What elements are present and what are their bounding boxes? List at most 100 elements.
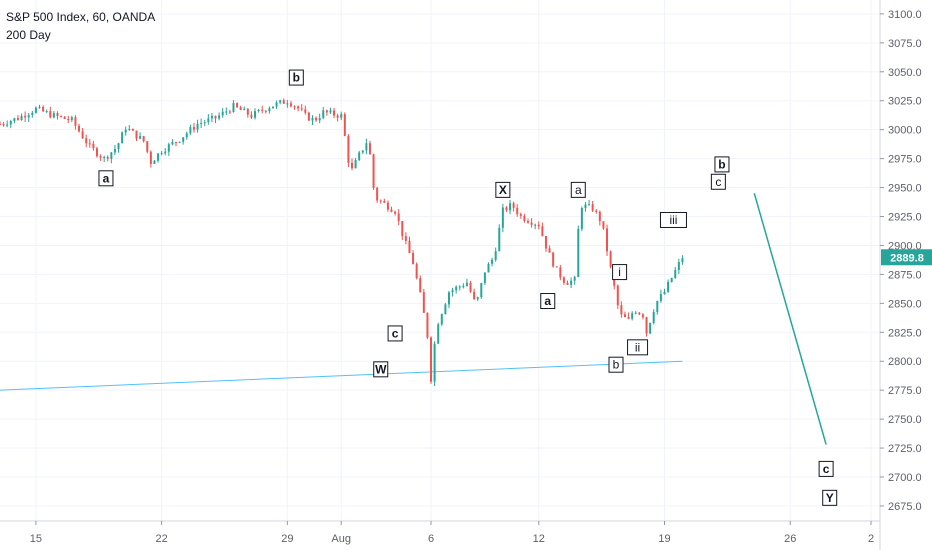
candle — [232, 100, 235, 113]
wave-label[interactable]: b — [608, 356, 624, 373]
candle — [196, 119, 199, 133]
candle — [451, 287, 454, 297]
wave-label[interactable]: c — [387, 325, 403, 342]
wave-label-text: i — [618, 265, 621, 279]
x-axis[interactable]: 15 22 29 Aug 6 12 19 26 2 — [0, 520, 880, 545]
candle-body — [210, 115, 213, 119]
wave-label[interactable]: iii — [659, 211, 687, 228]
candle-body — [171, 142, 174, 145]
candle — [171, 139, 174, 146]
candle-body — [289, 103, 292, 107]
candle — [88, 139, 91, 148]
candle-body — [397, 213, 400, 222]
candle — [444, 302, 447, 315]
candle-body — [70, 117, 73, 121]
candle-body — [365, 143, 368, 151]
candle-body — [505, 207, 508, 211]
candle-body — [60, 115, 63, 117]
candle-body — [78, 125, 81, 132]
candle — [530, 218, 533, 228]
wave-label[interactable]: a — [98, 170, 114, 187]
y-axis[interactable]: 3100.0 3075.0 3050.0 3025.0 3000.0 2975.0 2950… — [879, 0, 922, 550]
candle — [541, 222, 544, 237]
wave-label[interactable]: c — [818, 460, 834, 477]
wave-label[interactable]: Y — [822, 489, 838, 506]
candle — [562, 276, 565, 286]
candle-body — [297, 106, 300, 109]
candle-body — [336, 115, 339, 118]
candle-body — [516, 207, 519, 215]
candle — [225, 107, 228, 116]
candle — [631, 311, 634, 321]
candle — [139, 132, 142, 140]
candle — [379, 199, 382, 204]
candle — [426, 312, 429, 340]
wave-label-box — [540, 293, 556, 310]
candle-body — [121, 132, 124, 144]
candle-body — [351, 162, 353, 169]
candle-body — [16, 118, 19, 120]
candle-body — [652, 311, 655, 323]
candle-body — [178, 141, 181, 143]
candle — [153, 159, 156, 164]
wave-label-box — [288, 69, 304, 86]
wave-label[interactable]: W — [373, 361, 389, 378]
candle-body — [372, 154, 375, 188]
wave-label-text: b — [293, 71, 300, 85]
candle-body — [300, 108, 303, 110]
candle-body — [620, 305, 623, 315]
candle-body — [264, 110, 267, 112]
candle-body — [315, 117, 318, 121]
wave-label[interactable]: a — [540, 293, 556, 310]
candle — [670, 277, 673, 283]
candle — [329, 107, 332, 114]
candle — [455, 285, 458, 294]
x-tick-label: 15 — [30, 533, 42, 545]
wave-label-box — [710, 173, 726, 190]
wave-label[interactable]: i — [612, 264, 628, 281]
wave-label[interactable]: ii — [627, 339, 649, 356]
candle — [638, 311, 641, 316]
wave-label[interactable]: b — [288, 69, 304, 86]
candle-body — [329, 110, 332, 113]
candle-body — [659, 294, 662, 301]
candle — [394, 210, 397, 216]
candle — [404, 232, 407, 245]
wave-label[interactable]: a — [570, 181, 586, 198]
last-price-tag: 2889.8 — [881, 249, 932, 266]
wave-label-box — [495, 181, 511, 198]
wave-label[interactable]: b — [714, 156, 730, 173]
candle — [121, 131, 124, 144]
candle — [103, 155, 106, 163]
candle-body — [307, 112, 310, 121]
candle-body — [634, 312, 637, 314]
wave-label-text: c — [715, 175, 721, 189]
candle-body — [110, 152, 113, 159]
candles — [0, 98, 684, 387]
candle — [268, 106, 271, 114]
candle — [246, 108, 249, 118]
wave-label-box — [627, 339, 649, 356]
candle — [214, 115, 217, 124]
wave-label[interactable]: c — [710, 173, 726, 190]
candle — [566, 280, 569, 286]
candle-body — [275, 102, 278, 107]
candle — [128, 124, 131, 131]
candle-body — [42, 106, 45, 112]
candle-body — [268, 108, 271, 112]
candle — [318, 113, 321, 124]
candle — [49, 106, 52, 119]
candle-body — [185, 133, 188, 138]
candle — [437, 322, 440, 345]
candle-body — [509, 203, 512, 211]
candle-body — [498, 227, 501, 252]
wave-label[interactable]: X — [495, 181, 511, 198]
candle — [361, 150, 364, 155]
candle — [681, 255, 684, 265]
candle — [401, 221, 404, 241]
candle-body — [606, 228, 609, 252]
candle-body — [580, 207, 583, 229]
candle — [56, 111, 59, 120]
candle-body — [200, 123, 203, 125]
